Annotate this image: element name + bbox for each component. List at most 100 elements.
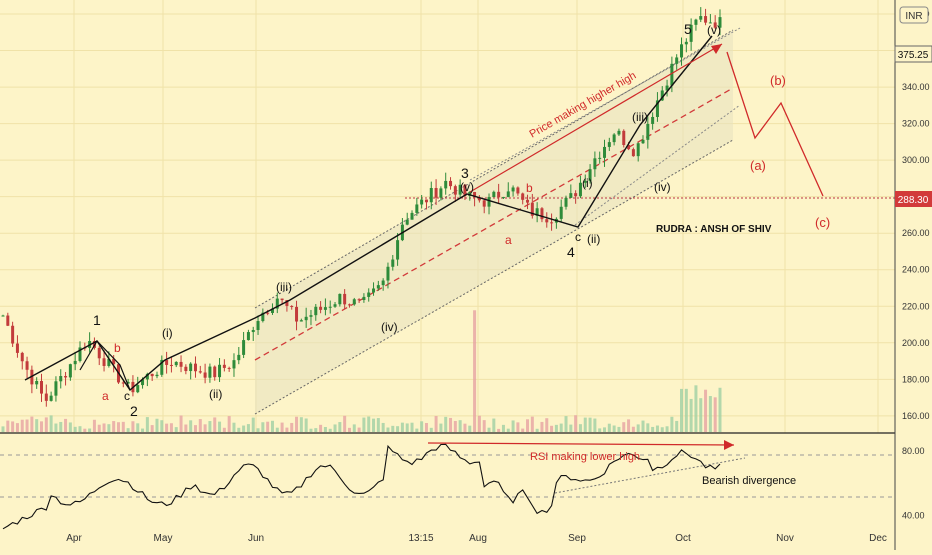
price-channel <box>254 27 741 415</box>
candle-body <box>588 169 592 181</box>
volume-bar <box>107 424 111 432</box>
time-tick: Nov <box>776 533 794 544</box>
candle-body <box>646 123 650 140</box>
volume-bar <box>588 417 592 432</box>
volume-bar <box>641 420 645 432</box>
candle-body <box>386 266 390 281</box>
volume-bar <box>362 417 366 432</box>
candle-body <box>569 193 573 198</box>
divergence-annotation: Bearish divergence <box>702 475 796 487</box>
volume-bar <box>636 424 640 432</box>
volume-bar <box>564 416 568 432</box>
volume-bar <box>290 422 294 432</box>
candle-body <box>598 157 602 159</box>
projection-label: (c) <box>815 215 830 230</box>
volume-bar <box>208 421 212 432</box>
candle-body <box>473 191 477 198</box>
volume-bar <box>266 421 270 432</box>
volume-bar <box>150 425 154 432</box>
volume-bar <box>343 415 347 432</box>
candle-body <box>689 24 693 42</box>
volume-bar <box>396 426 400 432</box>
volume-bar <box>526 419 530 432</box>
volume-bar <box>458 420 462 432</box>
candle-body <box>314 306 318 316</box>
channel-fill <box>255 30 733 414</box>
currency-label: INR <box>905 11 922 22</box>
volume-bar <box>660 427 664 432</box>
volume-bar <box>275 427 279 432</box>
candle-body <box>242 340 246 355</box>
volume-bar <box>174 427 178 432</box>
volume-bar <box>607 423 611 432</box>
volume-bar <box>545 418 549 432</box>
candle-body <box>607 142 611 147</box>
candle-body <box>583 180 587 183</box>
candle-body <box>511 187 515 192</box>
candle-body <box>631 149 635 157</box>
candle-body <box>367 292 371 297</box>
candle-body <box>73 360 77 365</box>
candles <box>1 7 722 407</box>
volume-bar <box>237 427 241 432</box>
volume-bar <box>381 422 385 432</box>
candle-body <box>535 208 539 216</box>
volume-bar <box>434 415 438 432</box>
candle-body <box>347 304 351 306</box>
wave-2-path <box>79 340 131 391</box>
volume-bar <box>713 397 717 432</box>
volume-bar <box>477 415 481 432</box>
candle-body <box>343 293 347 305</box>
candle-body <box>333 304 337 307</box>
volume-bar <box>415 428 419 432</box>
volume-bar <box>203 424 207 432</box>
candle-body <box>526 199 530 203</box>
volume-bar <box>198 419 202 432</box>
volume-bar <box>386 427 390 432</box>
candle-body <box>189 363 193 372</box>
candle-body <box>102 358 106 366</box>
last-price-label: 375.25 <box>898 50 929 61</box>
wave-label: b <box>114 341 121 355</box>
candle-body <box>285 300 289 306</box>
candle-body <box>179 361 183 367</box>
volume-bar <box>227 416 231 432</box>
volume-bar <box>1 426 5 432</box>
volume-bar <box>145 417 149 432</box>
candle-body <box>25 361 29 370</box>
candle-body <box>617 130 621 135</box>
volume-bar <box>453 420 457 432</box>
candle-body <box>160 359 164 375</box>
wave-label: 5 <box>684 21 692 37</box>
candle-body <box>405 219 409 225</box>
candle-body <box>487 197 491 207</box>
higher-high-arrowhead <box>711 44 722 54</box>
volume-bar <box>680 388 684 432</box>
volume-bar <box>439 423 443 432</box>
volume-bar <box>665 426 669 432</box>
volume-bar <box>73 426 77 432</box>
candle-body <box>434 188 438 198</box>
wave-label: (i) <box>582 176 593 190</box>
volume-bar <box>246 424 250 432</box>
reference-price-label: 288.30 <box>898 195 929 206</box>
volume-bar <box>501 424 505 432</box>
candle-body <box>54 381 58 396</box>
candle-body <box>328 306 332 308</box>
candle-body <box>208 366 212 378</box>
volume-bar <box>136 423 140 432</box>
channel-midline <box>254 87 734 361</box>
volume-bar <box>487 427 491 432</box>
volume-bar <box>569 424 573 432</box>
candle-body <box>415 204 419 213</box>
candle-body <box>251 330 255 333</box>
volume-bar <box>189 420 193 432</box>
volume-bar <box>54 423 58 432</box>
candle-body <box>193 363 197 372</box>
candle-body <box>410 212 414 220</box>
rsi-support-line <box>554 457 746 494</box>
candle-body <box>420 199 424 205</box>
wave-label: (iv) <box>381 320 398 334</box>
candle-body <box>44 393 48 401</box>
rsi-annotation: RSI making lower high <box>530 451 640 463</box>
